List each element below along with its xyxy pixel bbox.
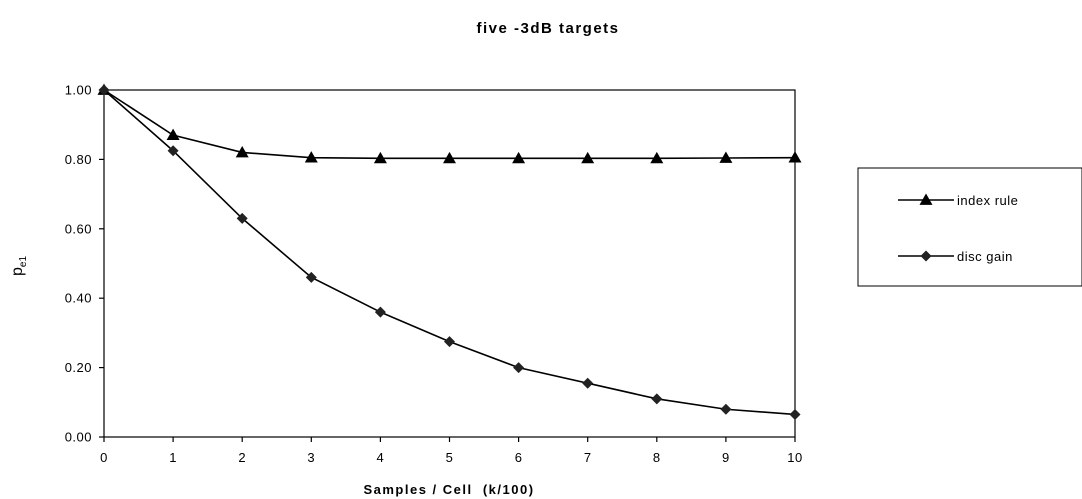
x-tick-label: 4	[377, 450, 385, 465]
data-point-index-rule	[581, 151, 595, 164]
x-tick-label: 8	[653, 450, 661, 465]
x-axis-label: Samples / Cell (k/100)	[363, 482, 534, 497]
legend-label-disc-gain: disc gain	[957, 249, 1013, 264]
y-axis-label: pe1	[9, 256, 29, 276]
chart-title: five -3dB targets	[476, 20, 619, 37]
series-line-disc-gain	[103, 89, 796, 416]
y-axis-label-subscript: e1	[18, 256, 29, 268]
x-axis: 0 1 2 3 4 5 6 7 8 9 10	[100, 437, 802, 465]
data-point-disc-gain	[98, 84, 110, 96]
data-point-disc-gain	[374, 306, 386, 318]
data-point-index-rule	[166, 128, 180, 140]
data-point-index-rule	[235, 145, 249, 158]
x-tick-label: 7	[584, 450, 592, 465]
legend-marker-index-rule	[919, 193, 933, 205]
x-tick-label: 3	[307, 450, 315, 465]
data-point-disc-gain	[582, 377, 594, 389]
x-tick-label: 5	[446, 450, 454, 465]
data-point-index-rule	[788, 151, 802, 163]
legend-marker-disc-gain	[920, 250, 932, 262]
y-axis-label-main: p	[9, 267, 26, 276]
data-point-index-rule	[443, 151, 456, 164]
legend-label-index-rule: index rule	[957, 193, 1018, 208]
y-tick-label: 1.00	[65, 83, 92, 98]
data-point-disc-gain	[305, 271, 317, 283]
data-point-disc-gain	[651, 393, 663, 405]
data-point-disc-gain	[789, 408, 801, 420]
x-tick-label: 6	[515, 450, 523, 465]
data-point-disc-gain	[720, 403, 732, 415]
data-point-index-rule	[373, 151, 387, 164]
legend-box	[857, 167, 1082, 287]
series-lines	[103, 89, 796, 416]
data-point-disc-gain	[513, 362, 525, 374]
data-point-index-rule	[512, 151, 526, 164]
x-tick-label: 9	[722, 450, 730, 465]
data-point-disc-gain	[236, 212, 248, 224]
x-tick-label: 10	[787, 450, 802, 465]
plot-area	[103, 89, 796, 438]
y-tick-label: 0.40	[65, 291, 92, 306]
x-tick-label: 0	[100, 450, 108, 465]
legend: index rule disc gain	[857, 167, 1082, 287]
y-tick-label: 0.20	[65, 360, 92, 375]
data-point-disc-gain	[444, 336, 455, 348]
y-tick-label: 0.60	[65, 221, 92, 236]
data-point-disc-gain	[167, 145, 179, 157]
x-tick-label: 2	[238, 450, 246, 465]
series-line-index-rule	[103, 89, 796, 160]
y-tick-label: 0.00	[65, 430, 92, 445]
data-point-index-rule	[719, 151, 733, 163]
y-axis: 0.00 0.20 0.40 0.60 0.80 1.00	[65, 83, 104, 445]
data-point-index-rule	[304, 151, 318, 163]
y-tick-label: 0.80	[65, 152, 92, 167]
x-tick-label: 1	[169, 450, 177, 465]
data-point-index-rule	[650, 151, 664, 164]
series-markers	[97, 83, 802, 420]
